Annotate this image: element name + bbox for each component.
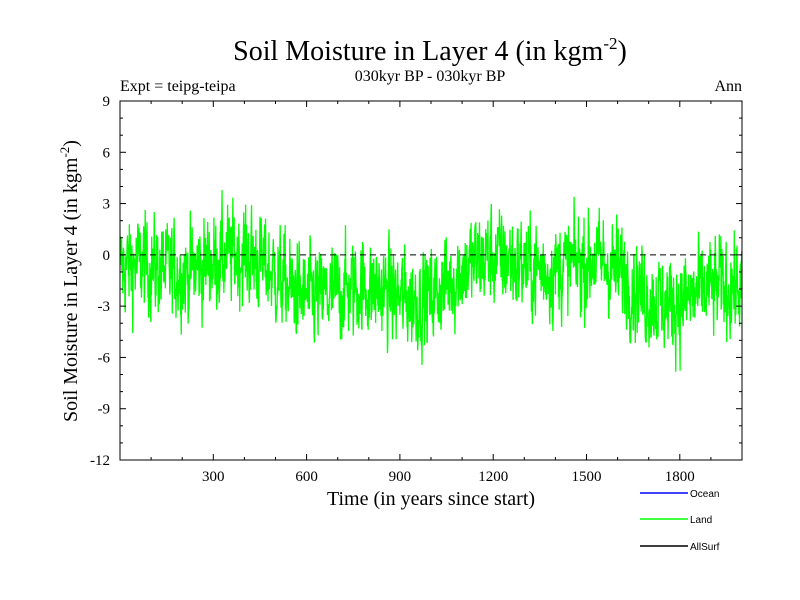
y-tick-label: -3 [98, 299, 111, 315]
y-tick-label: 6 [103, 145, 111, 161]
y-tick-label: -12 [90, 453, 110, 469]
legend-label-ocean: Ocean [690, 489, 719, 500]
legend-label-allsurf: AllSurf [690, 542, 720, 553]
series-line-land [120, 190, 742, 372]
y-tick-label: 0 [103, 248, 111, 264]
plot-area: -12 -9 -6 -3 0 3 6 9 300 600 900 1200 1500 1800 [90, 94, 743, 485]
legend: Ocean Land AllSurf [640, 489, 720, 553]
x-tick-label: 300 [202, 469, 225, 485]
legend-label-land: Land [690, 515, 712, 526]
y-tick-label: 3 [103, 197, 111, 213]
y-tick-label: -9 [98, 402, 111, 418]
x-tick-label: 1500 [572, 469, 602, 485]
chart-subtitle: 030kyr BP - 030kyr BP [355, 68, 506, 85]
x-axis-label: Time (in years since start) [327, 488, 535, 510]
season-label: Ann [714, 78, 742, 95]
y-tick-label: -6 [98, 350, 111, 366]
x-tick-label: 1200 [478, 469, 508, 485]
x-tick-label: 1800 [665, 469, 695, 485]
experiment-label: Expt = teipg-teipa [120, 78, 236, 95]
chart-title: Soil Moisture in Layer 4 (in kgm-2) [233, 34, 627, 67]
y-tick-label: 9 [103, 94, 111, 110]
x-tick-label: 900 [389, 469, 412, 485]
y-axis-label: Soil Moisture in Layer 4 (in kgm-2) [57, 140, 82, 422]
x-tick-label: 600 [295, 469, 318, 485]
